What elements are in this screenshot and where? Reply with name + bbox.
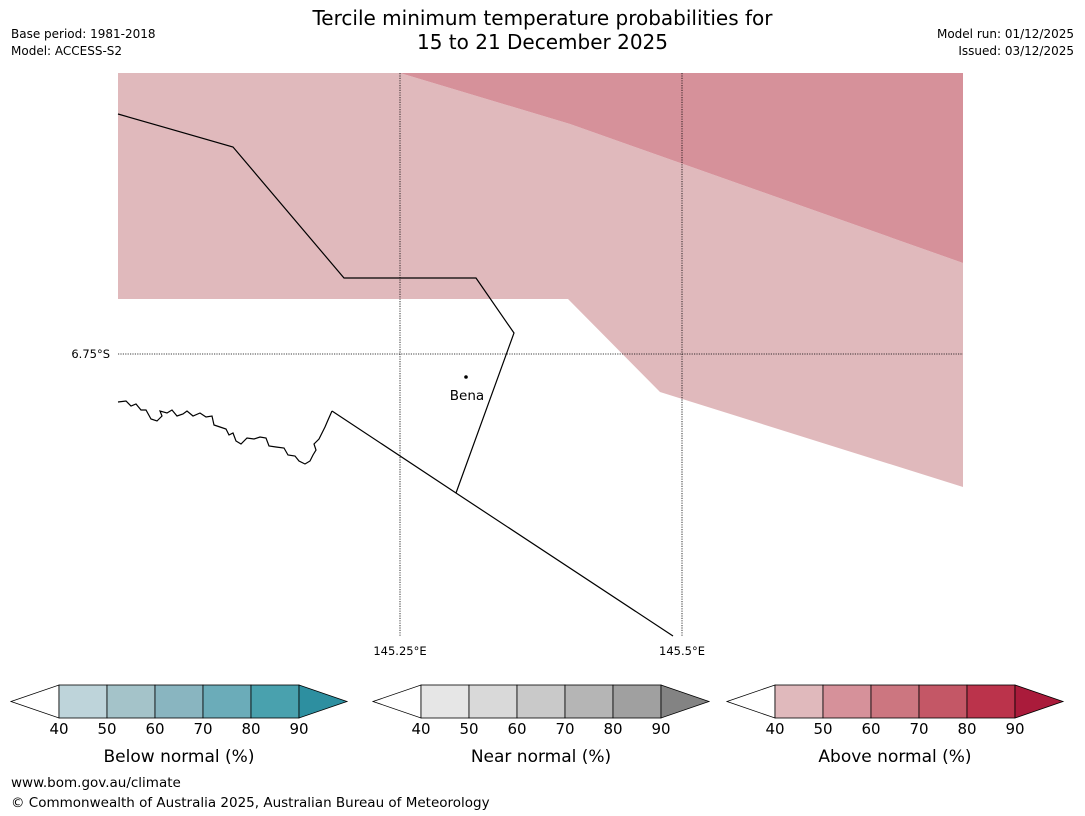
map-title: Tercile minimum temperature probabilitie…: [0, 6, 1085, 54]
footer-copyright: © Commonwealth of Australia 2025, Austra…: [11, 795, 490, 811]
meta-left: Base period: 1981-2018 Model: ACCESS-S2: [11, 26, 156, 60]
near-normal-segment: [612, 684, 662, 719]
below-normal-colorbar-title: Below normal (%): [104, 747, 255, 767]
below-normal-tick-label: 50: [97, 720, 116, 738]
above-normal-segment: [774, 684, 824, 719]
colorbar-group: 40 50 60 70 80 90 Below normal (%) 40 50 60 70 80 90…: [9, 684, 1065, 767]
model-name: Model: ACCESS-S2: [11, 44, 123, 58]
near-normal-colorbar-title: Near normal (%): [471, 747, 611, 767]
near-normal-tick-label: 50: [459, 720, 478, 738]
below-normal-lower-extend: [9, 684, 60, 719]
below-normal-segment: [202, 684, 252, 719]
above-normal-tick-label: 80: [957, 720, 976, 738]
above-normal-tick-label: 70: [909, 720, 928, 738]
below-normal-upper-extend: [298, 684, 349, 719]
above-normal-lower-extend: [725, 684, 776, 719]
near-normal-tick-label: 60: [507, 720, 526, 738]
near-normal-tick-label: 80: [603, 720, 622, 738]
meta-right: Model run: 01/12/2025 Issued: 03/12/2025: [937, 26, 1074, 60]
above-normal-tick-label: 50: [813, 720, 832, 738]
above-normal-tick-label: 90: [1005, 720, 1024, 738]
above-normal-colorbar-title: Above normal (%): [818, 747, 971, 767]
province-boundary-south: [331, 410, 674, 637]
river-coastline: [117, 400, 333, 465]
below-normal-segment: [106, 684, 156, 719]
above-normal-tick-label: 60: [861, 720, 880, 738]
below-normal-tick-label: 80: [241, 720, 260, 738]
near-normal-lower-extend: [371, 684, 422, 719]
above-normal-40-50-region: [118, 73, 963, 487]
issued-date: Issued: 03/12/2025: [958, 44, 1074, 58]
near-normal-segment: [564, 684, 614, 719]
near-normal-colorbar: 40 50 60 70 80 90 Near normal (%): [371, 684, 711, 767]
near-normal-tick-label: 40: [411, 720, 430, 738]
above-normal-segment: [918, 684, 968, 719]
near-normal-segment: [468, 684, 518, 719]
footer-url[interactable]: www.bom.gov.au/climate: [11, 775, 181, 791]
near-normal-tick-label: 90: [651, 720, 670, 738]
lat-label: 6.75°S: [71, 347, 110, 361]
above-normal-50-60-region: [400, 73, 963, 263]
above-normal-segment: [870, 684, 920, 719]
place-label-bena: Bena: [450, 388, 484, 404]
below-normal-segment: [58, 684, 108, 719]
near-normal-segment: [516, 684, 566, 719]
base-period: Base period: 1981-2018: [11, 27, 156, 41]
province-boundary: [117, 113, 515, 494]
title-line-1: Tercile minimum temperature probabilitie…: [312, 6, 773, 30]
above-normal-segment: [966, 684, 1016, 719]
below-normal-tick-label: 70: [193, 720, 212, 738]
below-normal-segment: [154, 684, 204, 719]
above-normal-colorbar: 40 50 60 70 80 90 Above normal (%): [725, 684, 1065, 767]
lon-label-145-5: 145.5°E: [659, 644, 705, 658]
below-normal-colorbar: 40 50 60 70 80 90 Below normal (%): [9, 684, 349, 767]
lon-label-145-25: 145.25°E: [373, 644, 426, 658]
near-normal-segment: [420, 684, 470, 719]
below-normal-tick-label: 40: [49, 720, 68, 738]
place-marker: [464, 375, 468, 379]
above-normal-tick-label: 40: [765, 720, 784, 738]
near-normal-upper-extend: [660, 684, 711, 719]
near-normal-tick-label: 70: [555, 720, 574, 738]
below-normal-tick-label: 90: [289, 720, 308, 738]
model-run: Model run: 01/12/2025: [936, 27, 1074, 41]
above-normal-segment: [822, 684, 872, 719]
below-normal-tick-label: 60: [145, 720, 164, 738]
above-normal-upper-extend: [1014, 684, 1065, 719]
title-line-2: 15 to 21 December 2025: [416, 30, 668, 54]
below-normal-segment: [250, 684, 300, 719]
